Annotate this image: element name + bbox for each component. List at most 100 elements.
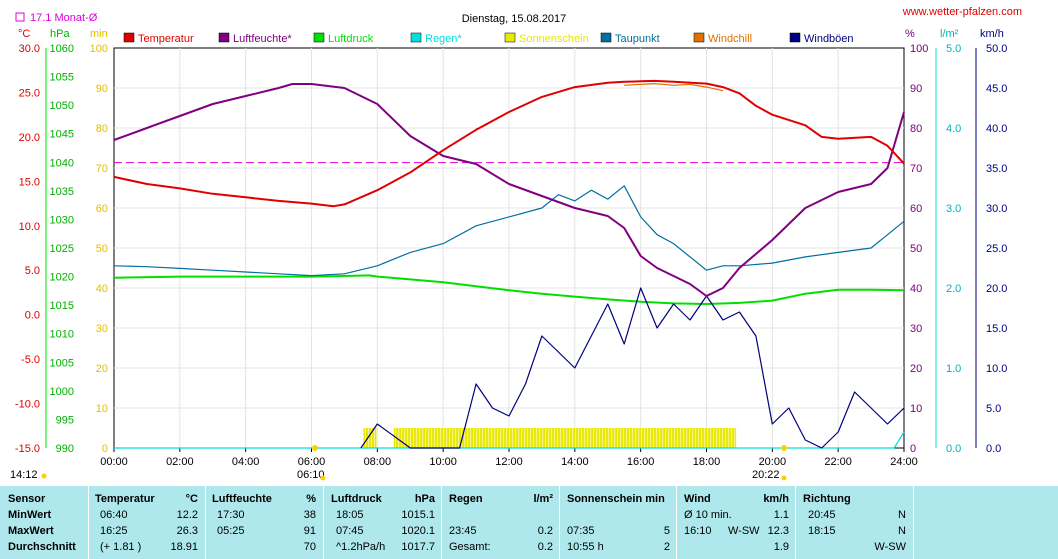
header-luftdruck-unit: hPa xyxy=(414,493,435,505)
series-layer xyxy=(113,79,905,449)
stats-table: Sensor Temperatur °C Luftfeuchte % Luftd… xyxy=(0,486,1058,559)
humidity-tick-label: 10 xyxy=(910,403,922,415)
sunrise-time: 06:10 xyxy=(297,469,325,481)
temp-unit-label: °C xyxy=(18,28,30,40)
legend-label: Windböen xyxy=(804,33,854,45)
stats-wind-dir: W-SW xyxy=(728,525,760,537)
stats-temp-val: 26.3 xyxy=(176,525,198,537)
legend-swatch xyxy=(789,32,801,43)
sun-tick-label: 40 xyxy=(96,283,108,295)
humidity-tick-label: 0 xyxy=(910,443,916,455)
x-tick-label: 10:00 xyxy=(429,456,457,468)
humidity-tick-label: 60 xyxy=(910,203,922,215)
temp-tick-label: 20.0 xyxy=(19,132,40,144)
stats-dir-val: N xyxy=(898,525,906,537)
rain-tick-label: 0.0 xyxy=(946,443,961,455)
humidity-tick-label: 90 xyxy=(910,83,922,95)
rain-unit-label: l/m² xyxy=(940,28,959,40)
wind-tick-label: 10.0 xyxy=(986,363,1007,375)
x-tick-label: 06:00 xyxy=(298,456,326,468)
legend-swatch xyxy=(693,32,705,43)
temp-tick-label: 25.0 xyxy=(19,87,40,99)
stats-sun-time: 07:35 xyxy=(567,525,595,537)
website-link[interactable]: www.wetter-pfalzen.com xyxy=(902,6,1022,18)
chart-title: Dienstag, 15.08.2017 xyxy=(462,13,567,25)
stats-label: MaxWert xyxy=(8,525,54,537)
sun-tick-label: 100 xyxy=(90,43,108,55)
legend-label: Luftfeuchte* xyxy=(233,33,292,45)
sunrise-marker xyxy=(312,445,318,451)
axes: 30.0 25.0 20.0 15.0 10.0 5.0 0.0 -5.0 -10.0 -15.0… xyxy=(15,43,1008,468)
pressure-tick-label: 1005 xyxy=(50,357,74,369)
legend-label: Luftdruck xyxy=(328,33,374,45)
stats-hum-val: 38 xyxy=(303,509,316,521)
legend-label: Temperatur xyxy=(138,33,194,45)
humidity-unit-label: % xyxy=(905,28,915,40)
wind-tick-label: 20.0 xyxy=(986,283,1007,295)
sun-tick-label: 70 xyxy=(96,163,108,175)
legend: Temperatur Luftfeuchte* Luftdruck Regen* Son… xyxy=(123,32,854,45)
x-tick-label: 12:00 xyxy=(495,456,523,468)
header-regen: Regen xyxy=(449,493,483,505)
header-luftfeuchte: Luftfeuchte xyxy=(212,493,272,505)
legend-swatch xyxy=(504,32,516,43)
legend-label: Regen* xyxy=(425,33,462,45)
stats-sun-val: 2 xyxy=(663,541,670,553)
header-wind: Wind xyxy=(684,493,711,505)
sun-tick-label: 20 xyxy=(96,363,108,375)
rain-tick-label: 3.0 xyxy=(946,203,961,215)
series-windben xyxy=(360,287,905,449)
stats-press-val: 1017.7 xyxy=(401,541,435,553)
pressure-tick-label: 1050 xyxy=(50,100,74,112)
temp-tick-label: -5.0 xyxy=(21,354,40,366)
temp-tick-label: -10.0 xyxy=(15,399,40,411)
sun-tick-label: 60 xyxy=(96,203,108,215)
pressure-tick-label: 1015 xyxy=(50,300,74,312)
wind-tick-label: 30.0 xyxy=(986,203,1007,215)
wind-tick-label: 50.0 xyxy=(986,43,1007,55)
sunset-icon xyxy=(781,475,787,481)
humidity-tick-label: 70 xyxy=(910,163,922,175)
stats-press-val: 1020.1 xyxy=(401,525,435,537)
series-luftfeuchte xyxy=(113,83,905,297)
stats-wind-val: 1.1 xyxy=(773,509,789,521)
stats-dir-val: N xyxy=(898,509,906,521)
header-wind-unit: km/h xyxy=(763,493,789,505)
temp-tick-label: -15.0 xyxy=(15,443,40,455)
column-divider xyxy=(795,486,796,559)
header-temperatur-unit: °C xyxy=(185,493,198,505)
temp-tick-label: 0.0 xyxy=(25,310,40,322)
x-tick-label: 20:00 xyxy=(759,456,787,468)
pressure-tick-label: 1030 xyxy=(50,214,74,226)
legend-swatch xyxy=(218,32,230,43)
x-tick-label: 18:00 xyxy=(693,456,721,468)
sun-tick-label: 10 xyxy=(96,403,108,415)
legend-label: Sonnenschein xyxy=(519,33,589,45)
legend-swatch xyxy=(313,32,325,43)
column-divider xyxy=(88,486,89,559)
sun-tick-label: 90 xyxy=(96,83,108,95)
humidity-tick-label: 100 xyxy=(910,43,928,55)
header-richtung: Richtung xyxy=(803,493,851,505)
stats-press-time: ^1.2hPa/h xyxy=(336,541,386,553)
sunshine-block xyxy=(363,428,377,448)
x-tick-label: 14:00 xyxy=(561,456,589,468)
stats-temp-time: (+ 1.81 ) xyxy=(100,541,142,553)
pressure-tick-label: 990 xyxy=(56,443,74,455)
rain-tick-label: 2.0 xyxy=(946,283,961,295)
pressure-tick-label: 1040 xyxy=(50,157,74,169)
stats-wind-val: 1.9 xyxy=(773,541,789,553)
rain-tick-label: 1.0 xyxy=(946,363,961,375)
grid xyxy=(114,48,904,448)
column-divider xyxy=(559,486,560,559)
pressure-unit-label: hPa xyxy=(50,28,70,40)
series-luftdruck xyxy=(113,274,905,305)
humidity-tick-label: 30 xyxy=(910,323,922,335)
wind-tick-label: 5.0 xyxy=(986,403,1001,415)
series-regen xyxy=(114,431,905,449)
stats-rain-time: Gesamt: xyxy=(449,541,491,553)
x-tick-label: 02:00 xyxy=(166,456,194,468)
moon-icon xyxy=(41,473,47,479)
stats-temp-val: 18.91 xyxy=(170,541,198,553)
pressure-tick-label: 1060 xyxy=(50,43,74,55)
